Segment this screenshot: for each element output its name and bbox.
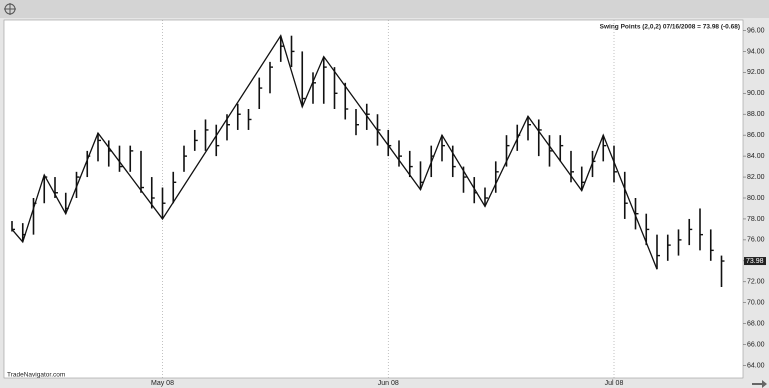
y-tick-label: 94.00 <box>747 48 765 55</box>
y-tick-label: 72.00 <box>747 279 765 286</box>
toolbar-icon[interactable] <box>4 3 16 15</box>
source: TradeNavigator.com <box>7 372 65 379</box>
y-tick-label: 84.00 <box>747 153 765 160</box>
y-tick-label: 82.00 <box>747 174 765 181</box>
y-tick-label: 96.00 <box>747 27 765 34</box>
toolbar <box>0 0 769 18</box>
y-tick-label: 76.00 <box>747 237 765 244</box>
last-price-box <box>744 257 766 266</box>
y-tick-label: 90.00 <box>747 90 765 97</box>
y-tick-label: 66.00 <box>747 341 765 348</box>
x-tick-label: Jul 08 <box>605 380 624 387</box>
scroll-arrow[interactable] <box>752 380 767 388</box>
y-tick-label: 78.00 <box>747 216 765 223</box>
last-price-label: 73.98 <box>746 258 764 265</box>
y-tick-label: 86.00 <box>747 132 765 139</box>
y-tick-label: 92.00 <box>747 69 765 76</box>
legend: Swing Points (2,0,2) 07/16/2008 = 73.98 … <box>600 24 740 31</box>
y-tick-label: 68.00 <box>747 320 765 327</box>
y-tick-label: 80.00 <box>747 195 765 202</box>
swing-line <box>11 34 658 270</box>
y-tick-label: 88.00 <box>747 111 765 118</box>
x-tick-label: May 08 <box>151 380 174 387</box>
y-tick-label: 70.00 <box>747 300 765 307</box>
plot-area <box>3 19 744 379</box>
x-tick-label: Jun 08 <box>378 380 399 387</box>
y-tick-label: 64.00 <box>747 362 765 369</box>
